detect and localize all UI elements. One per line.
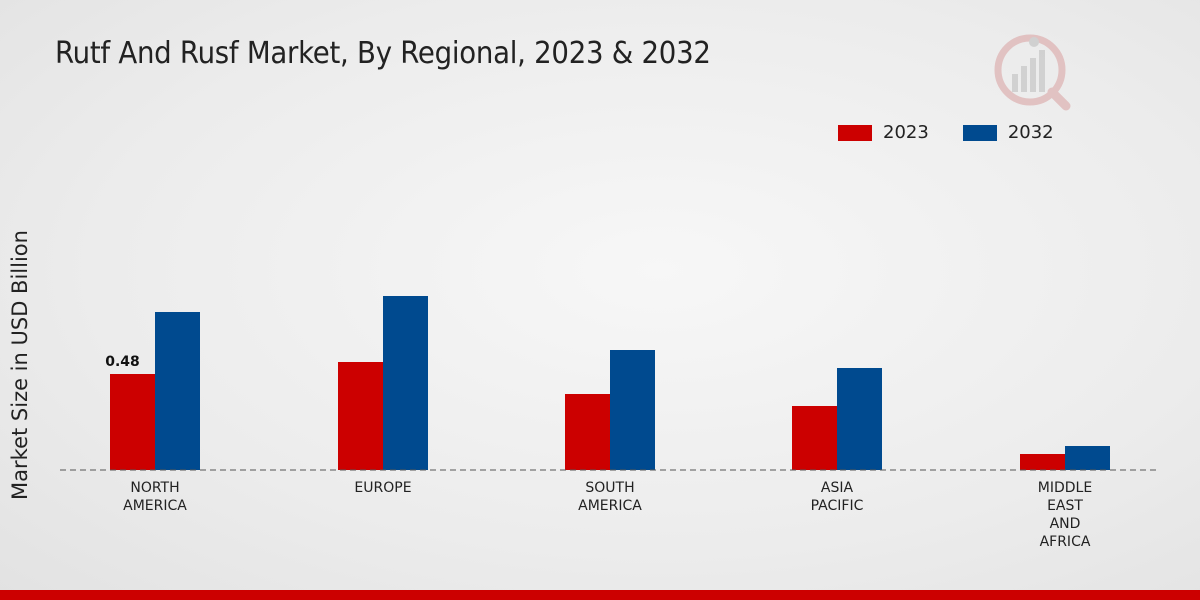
legend-item-2032: 2032 xyxy=(962,122,1054,143)
bar-2032-4 xyxy=(1065,446,1110,470)
x-tick-label-4: MIDDLE EAST AND AFRICA xyxy=(1038,480,1092,550)
bar-2032-2 xyxy=(610,350,655,470)
chart-title: Rutf And Rusf Market, By Regional, 2023 … xyxy=(55,36,711,71)
x-tick-label-2: SOUTH AMERICA xyxy=(578,480,642,514)
bar-2023-0 xyxy=(110,374,155,470)
x-tick-label-1: EUROPE xyxy=(354,480,411,496)
legend-swatch-2032 xyxy=(962,124,997,141)
bar-2032-3 xyxy=(837,368,882,470)
legend-swatch-2023 xyxy=(838,124,872,141)
legend: 2023 2032 xyxy=(838,122,1088,143)
bar-2032-1 xyxy=(383,296,428,470)
bar-2023-4 xyxy=(1020,454,1065,470)
bar-2023-1 xyxy=(338,362,383,470)
bar-2032-0 xyxy=(155,312,200,470)
legend-label-2032: 2032 xyxy=(1007,122,1054,143)
legend-label-2023: 2023 xyxy=(883,122,929,143)
x-tick-label-3: ASIA PACIFIC xyxy=(811,480,864,514)
legend-item-2023: 2023 xyxy=(838,122,929,143)
brand-logo-icon xyxy=(994,34,1071,111)
bar-2023-3 xyxy=(792,406,837,470)
bottom-accent-bar xyxy=(0,590,1200,600)
data-label-0: 0.48 xyxy=(105,354,140,370)
bar-2023-2 xyxy=(565,394,610,470)
x-tick-label-0: NORTH AMERICA xyxy=(123,480,187,514)
